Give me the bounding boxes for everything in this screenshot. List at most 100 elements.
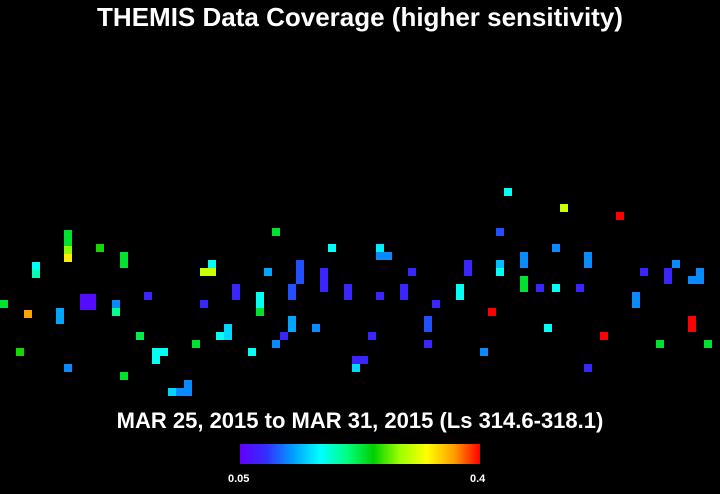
coverage-cell xyxy=(488,308,496,316)
coverage-cell xyxy=(176,388,184,396)
coverage-cell xyxy=(600,332,608,340)
colorbar-max-label: 0.4 xyxy=(470,473,486,485)
coverage-cell xyxy=(584,252,592,260)
chart-title: THEMIS Data Coverage (higher sensitivity… xyxy=(97,2,623,32)
coverage-cell xyxy=(232,284,240,292)
coverage-cell xyxy=(640,268,648,276)
coverage-cell xyxy=(64,238,72,246)
coverage-cell xyxy=(520,252,528,260)
coverage-cell xyxy=(696,276,704,284)
coverage-cell xyxy=(632,300,640,308)
coverage-cell xyxy=(32,262,40,270)
coverage-cell xyxy=(496,260,504,268)
coverage-cell xyxy=(264,268,272,276)
coverage-cell xyxy=(408,268,416,276)
coverage-cell xyxy=(224,332,232,340)
coverage-cell xyxy=(328,244,336,252)
coverage-cell xyxy=(560,204,568,212)
coverage-cell xyxy=(384,252,392,260)
coverage-cell xyxy=(520,260,528,268)
coverage-cell xyxy=(456,292,464,300)
coverage-cell xyxy=(376,244,384,252)
coverage-cell xyxy=(376,292,384,300)
coverage-cell xyxy=(56,308,64,316)
coverage-cell xyxy=(64,364,72,372)
coverage-cell xyxy=(64,246,72,254)
coverage-cell xyxy=(272,340,280,348)
coverage-cell xyxy=(320,276,328,284)
coverage-cell xyxy=(248,348,256,356)
coverage-cell xyxy=(120,260,128,268)
coverage-cell xyxy=(24,310,32,318)
coverage-cell xyxy=(296,276,304,284)
coverage-cell xyxy=(136,332,144,340)
coverage-cell xyxy=(96,244,104,252)
coverage-cell xyxy=(688,316,696,324)
coverage-cell xyxy=(160,348,168,356)
coverage-cell xyxy=(80,294,88,302)
coverage-cell xyxy=(584,364,592,372)
coverage-cell xyxy=(216,332,224,340)
coverage-cell xyxy=(312,324,320,332)
date-range-subtitle: MAR 25, 2015 to MAR 31, 2015 (Ls 314.6-3… xyxy=(116,408,604,433)
coverage-cell xyxy=(200,268,208,276)
coverage-cell xyxy=(320,284,328,292)
coverage-cell xyxy=(256,300,264,308)
coverage-cell xyxy=(296,268,304,276)
coverage-cell xyxy=(320,268,328,276)
coverage-cell xyxy=(80,302,88,310)
coverage-cell xyxy=(184,388,192,396)
coverage-cell xyxy=(152,356,160,364)
coverage-cell xyxy=(552,244,560,252)
coverage-cell xyxy=(496,268,504,276)
coverage-cell xyxy=(344,284,352,292)
coverage-cell xyxy=(56,316,64,324)
coverage-cell xyxy=(536,284,544,292)
coverage-cell xyxy=(584,260,592,268)
colorbar-min-label: 0.05 xyxy=(228,473,250,485)
coverage-cell xyxy=(208,268,216,276)
coverage-cell xyxy=(544,324,552,332)
coverage-cell xyxy=(120,252,128,260)
coverage-cell xyxy=(344,292,352,300)
coverage-cell xyxy=(424,340,432,348)
coverage-cell xyxy=(688,276,696,284)
coverage-cell xyxy=(112,308,120,316)
coverage-cell xyxy=(280,332,288,340)
coverage-cell xyxy=(704,340,712,348)
coverage-cell xyxy=(664,268,672,276)
coverage-cell xyxy=(352,356,360,364)
coverage-cell xyxy=(480,348,488,356)
coverage-cell xyxy=(664,276,672,284)
coverage-cell xyxy=(296,260,304,268)
coverage-cell xyxy=(232,292,240,300)
coverage-cell xyxy=(496,228,504,236)
coverage-cell xyxy=(184,380,192,388)
coverage-cell xyxy=(288,324,296,332)
coverage-cell xyxy=(400,284,408,292)
coverage-cell xyxy=(120,372,128,380)
coverage-cell xyxy=(432,300,440,308)
coverage-cell xyxy=(288,284,296,292)
coverage-cell xyxy=(288,292,296,300)
coverage-cell xyxy=(192,340,200,348)
coverage-cell xyxy=(352,364,360,372)
coverage-cell xyxy=(288,316,296,324)
coverage-cell xyxy=(400,292,408,300)
coverage-cell xyxy=(520,284,528,292)
coverage-cell xyxy=(688,324,696,332)
coverage-cell xyxy=(632,292,640,300)
coverage-cell xyxy=(520,276,528,284)
coverage-cell xyxy=(656,340,664,348)
coverage-cell xyxy=(696,268,704,276)
coverage-cell xyxy=(224,324,232,332)
coverage-cell xyxy=(152,348,160,356)
coverage-cell xyxy=(672,260,680,268)
coverage-cell xyxy=(424,316,432,324)
coverage-cell xyxy=(208,260,216,268)
coverage-cell xyxy=(360,356,368,364)
colorbar xyxy=(240,444,480,464)
coverage-cell xyxy=(112,300,120,308)
coverage-cell xyxy=(64,230,72,238)
